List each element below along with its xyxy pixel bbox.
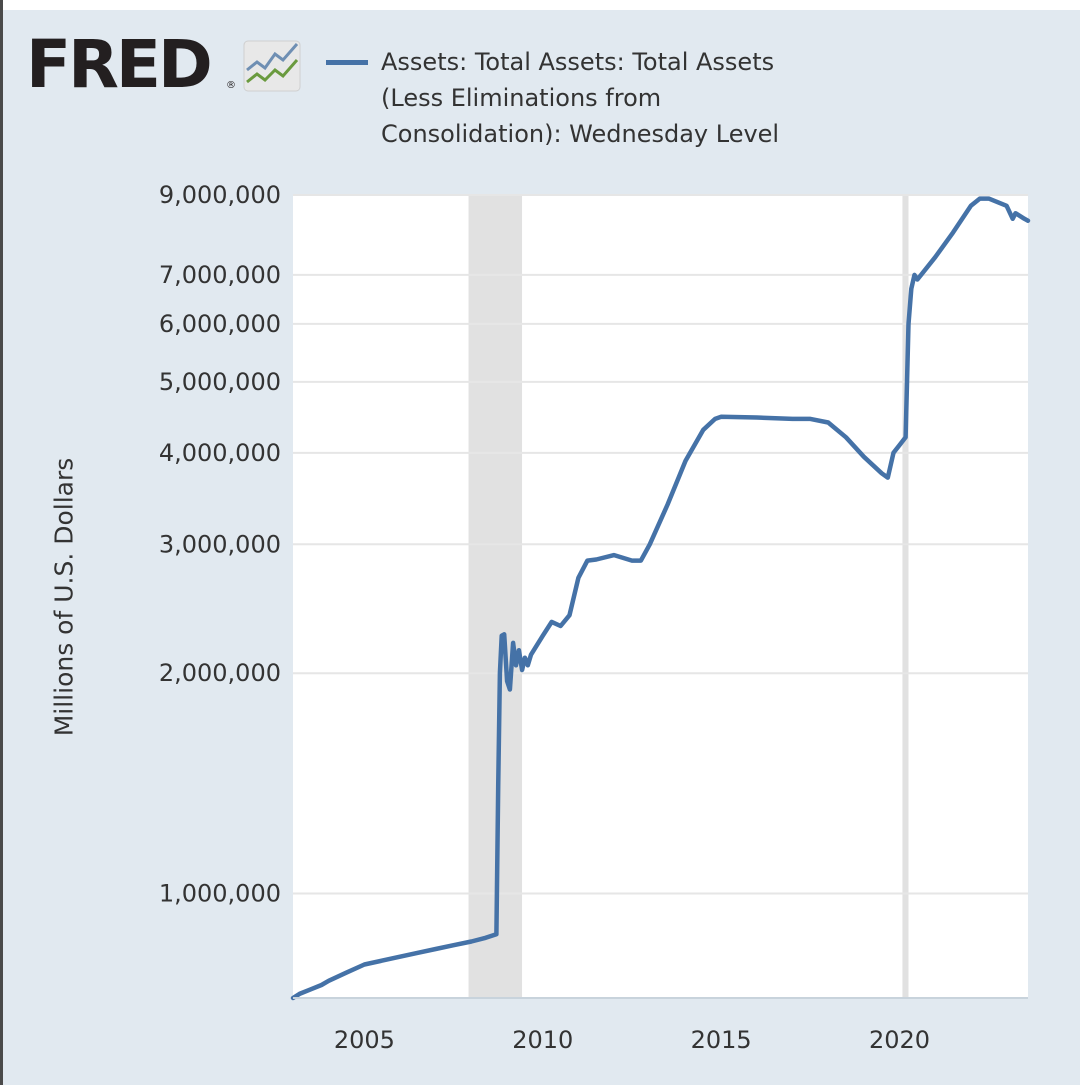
y-tick-label: 9,000,000 (159, 181, 281, 209)
y-tick-label: 3,000,000 (159, 530, 281, 558)
recession-band (902, 195, 909, 998)
x-tick-label: 2005 (334, 1026, 395, 1054)
registered-mark: ® (226, 80, 236, 91)
chart-line-icon (243, 40, 301, 92)
y-tick-label: 5,000,000 (159, 368, 281, 396)
y-tick-label: 6,000,000 (159, 310, 281, 338)
y-tick-label: 1,000,000 (159, 880, 281, 908)
legend[interactable]: Assets: Total Assets: Total Assets (Less… (381, 44, 851, 152)
legend-line: Consolidation): Wednesday Level (381, 120, 780, 148)
y-tick-labels: 1,000,000 2,000,000 3,000,000 4,000,000 5,00… (159, 181, 281, 908)
y-tick-label: 4,000,000 (159, 439, 281, 467)
plot-area (293, 195, 1028, 998)
y-tick-label: 2,000,000 (159, 659, 281, 687)
x-tick-labels: 2005 2010 2015 2020 (334, 1026, 930, 1054)
left-border (0, 0, 3, 1085)
legend-line: (Less Eliminations from (381, 84, 662, 112)
fred-logo[interactable]: FRED (26, 26, 213, 103)
y-tick-label: 7,000,000 (159, 261, 281, 289)
legend-swatch (326, 60, 368, 65)
series-line-total-assets[interactable] (290, 196, 1031, 1001)
x-tick-label: 2020 (869, 1026, 930, 1054)
top-border (0, 0, 1080, 10)
x-tick-label: 2015 (691, 1026, 752, 1054)
x-tick-label: 2010 (512, 1026, 573, 1054)
legend-line: Assets: Total Assets: Total Assets (381, 48, 775, 76)
